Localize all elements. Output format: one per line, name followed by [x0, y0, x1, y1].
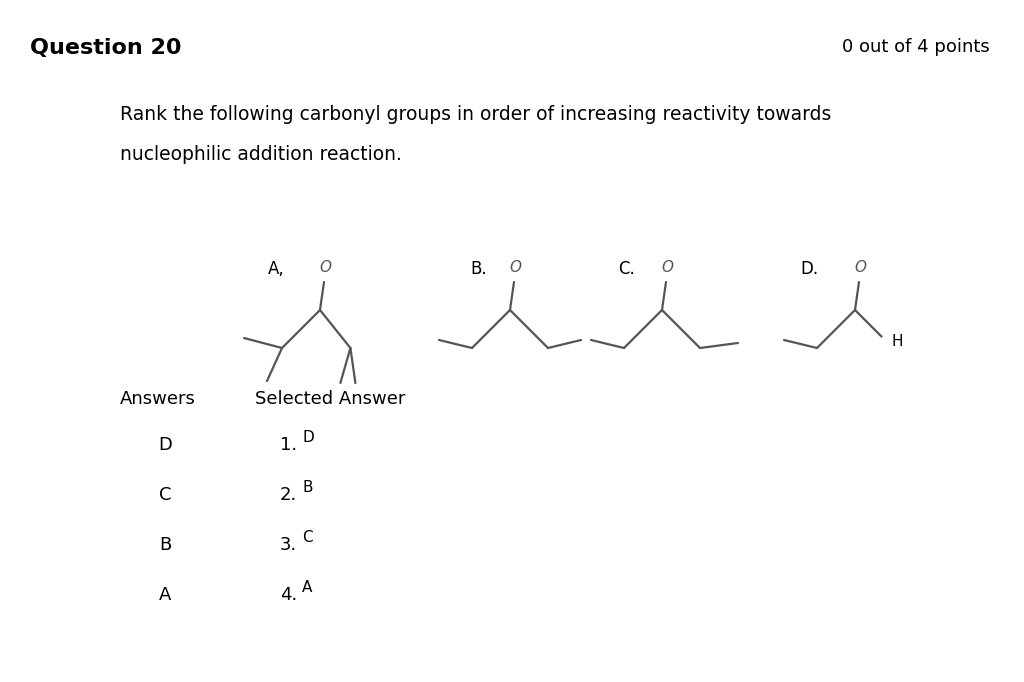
Text: O: O: [662, 261, 673, 276]
Text: O: O: [854, 261, 866, 276]
Text: Question 20: Question 20: [30, 38, 181, 58]
Text: A,: A,: [268, 260, 285, 278]
Text: C.: C.: [618, 260, 635, 278]
Text: Selected Answer: Selected Answer: [255, 390, 406, 408]
Text: H: H: [892, 334, 903, 349]
Text: 1.: 1.: [280, 436, 297, 454]
Text: nucleophilic addition reaction.: nucleophilic addition reaction.: [120, 145, 401, 164]
Text: Answers: Answers: [120, 390, 196, 408]
Text: 0 out of 4 points: 0 out of 4 points: [843, 38, 990, 56]
Text: O: O: [509, 261, 521, 276]
Text: C: C: [159, 486, 171, 504]
Text: B: B: [159, 536, 171, 554]
Text: D: D: [158, 436, 172, 454]
Text: C: C: [302, 529, 312, 544]
Text: 2.: 2.: [280, 486, 297, 504]
Text: B: B: [302, 479, 312, 494]
Text: 3.: 3.: [280, 536, 297, 554]
Text: B.: B.: [470, 260, 486, 278]
Text: O: O: [319, 261, 331, 276]
Text: Rank the following carbonyl groups in order of increasing reactivity towards: Rank the following carbonyl groups in or…: [120, 105, 831, 124]
Text: 4.: 4.: [280, 586, 297, 604]
Text: A: A: [159, 586, 171, 604]
Text: D.: D.: [800, 260, 818, 278]
Text: A: A: [302, 580, 312, 595]
Text: D: D: [302, 430, 313, 445]
